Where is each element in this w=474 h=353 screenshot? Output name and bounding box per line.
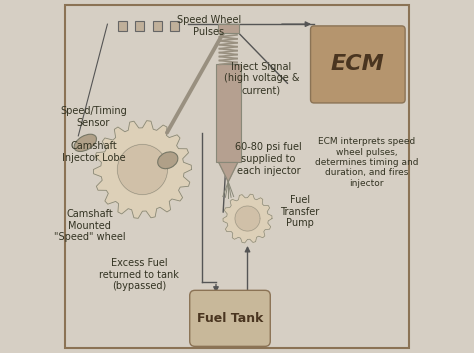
Polygon shape [118,144,167,195]
Bar [136,21,144,31]
FancyBboxPatch shape [310,26,405,103]
Text: Inject Signal
(high voltage &
current): Inject Signal (high voltage & current) [224,62,299,95]
Text: 60-80 psi fuel
supplied to
each injector: 60-80 psi fuel supplied to each injector [235,142,302,175]
Text: Speed/Timing
Sensor: Speed/Timing Sensor [60,106,127,128]
Ellipse shape [158,152,178,169]
Text: Camshaft
Mounted
"Speed" wheel: Camshaft Mounted "Speed" wheel [54,209,126,242]
Polygon shape [93,121,191,219]
Bar [218,24,239,33]
Text: Camshaft
Injector Lobe: Camshaft Injector Lobe [62,141,125,163]
Bar [171,21,179,31]
Text: Fuel
Transfer
Pump: Fuel Transfer Pump [281,195,319,228]
Text: Excess Fuel
returned to tank
(bypassed): Excess Fuel returned to tank (bypassed) [99,258,179,291]
Text: Speed Wheel
Pulses: Speed Wheel Pulses [177,15,241,37]
Polygon shape [219,162,237,182]
Polygon shape [235,206,260,231]
FancyBboxPatch shape [190,290,270,346]
Text: ECM interprets speed
wheel pulses,
determines timing and
duration, and fires
inj: ECM interprets speed wheel pulses, deter… [315,137,419,188]
Text: ECM: ECM [331,54,385,74]
Polygon shape [223,194,272,243]
Text: Fuel Tank: Fuel Tank [197,312,263,325]
Bar [153,21,162,31]
Ellipse shape [74,134,97,151]
Bar [216,65,240,162]
Bar [118,21,127,31]
